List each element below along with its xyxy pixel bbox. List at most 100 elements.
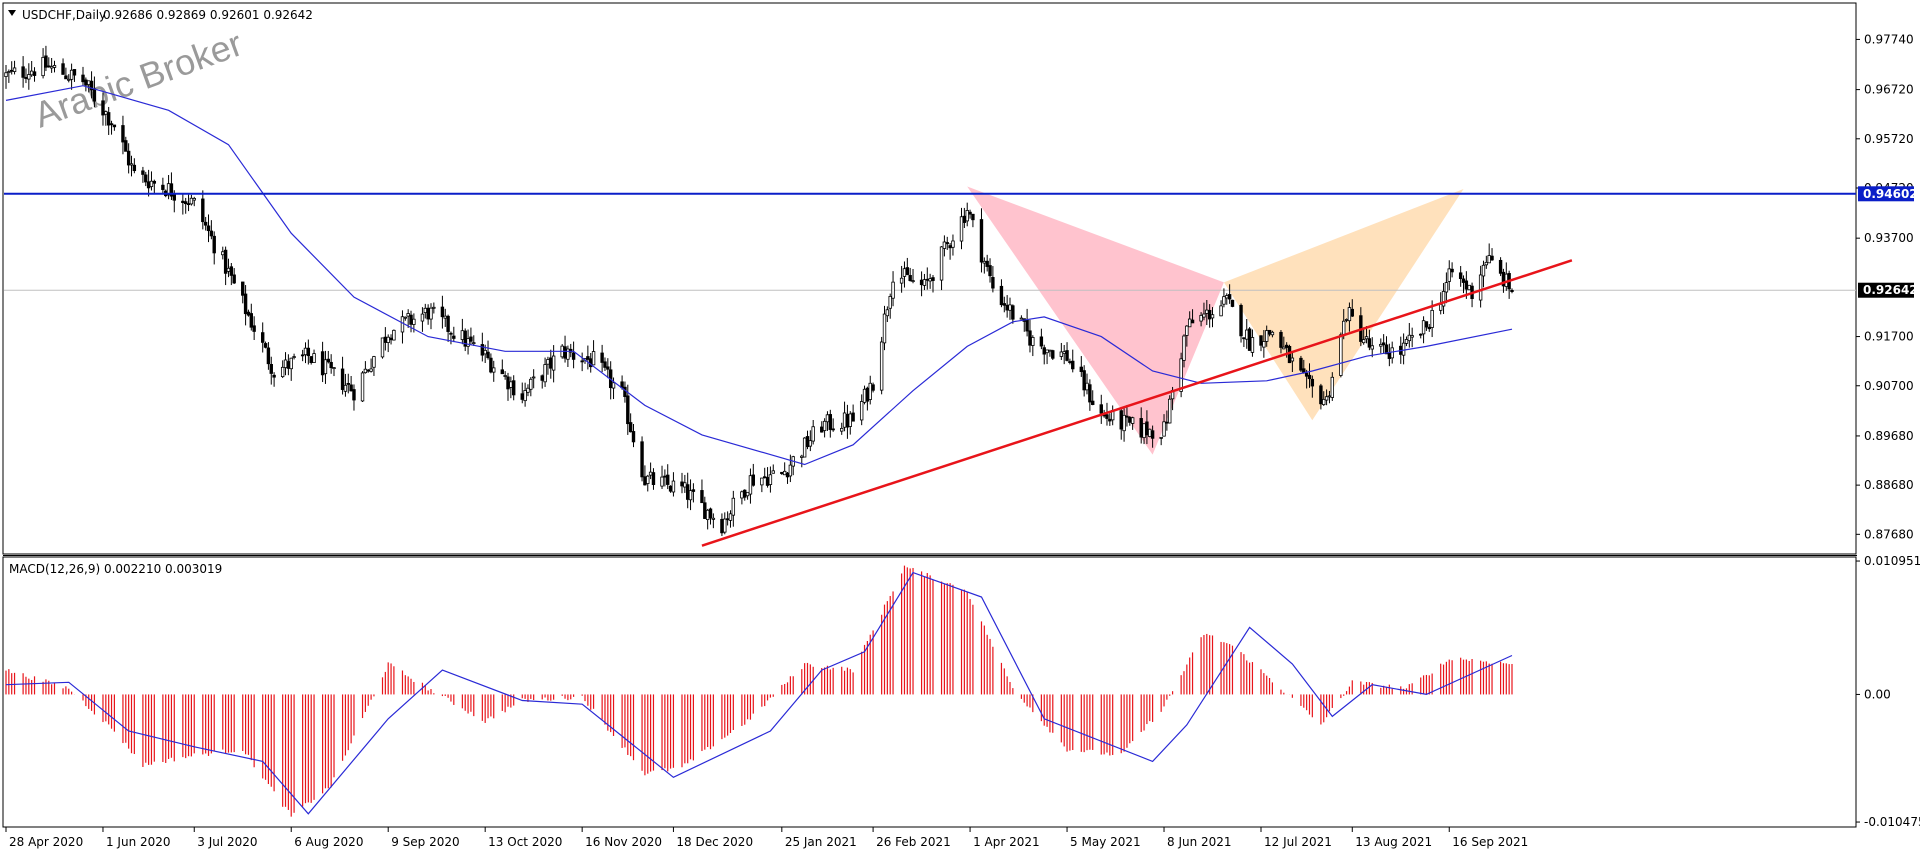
chevron-down-icon[interactable] [8,10,16,16]
candle [232,268,236,285]
candle [891,271,895,307]
candle-body [831,428,835,431]
candle [1404,336,1409,347]
candle-body [648,471,653,476]
candle [1481,260,1486,288]
candle-body [586,356,590,360]
candle [1401,333,1406,365]
candle-body [269,364,273,374]
candle-body [460,330,465,340]
candle [472,335,476,347]
support-trendline[interactable] [701,259,1573,547]
current-price-badge [1858,282,1914,298]
candle-body [879,341,884,391]
time-axis: 28 Apr 2020 1 Jun 2020 3 Jul 2020 6 Aug 202… [5,827,1528,849]
candle [1262,330,1266,358]
candle [802,437,807,458]
candle-body [771,470,775,474]
price-tick-label: 0.93700 [1864,231,1914,245]
candle-body [1182,335,1186,361]
candle-body [206,225,211,232]
candle-body [1267,329,1272,335]
candle-body [326,358,331,363]
candle-body [320,351,325,376]
candle [1510,288,1514,294]
candle-body [452,335,456,339]
price-tick-label: 0.89680 [1864,429,1914,443]
candle-body [67,78,71,81]
macd-signal [5,571,1513,815]
candle-body [908,275,912,281]
candle [965,202,969,227]
candle-body [389,337,393,341]
candle-body [403,316,408,319]
candle-body [1444,282,1449,293]
candle-body [1128,416,1132,423]
candle-body [859,401,864,421]
macd-header: MACD(12,26,9) 0.002210 0.003019 [9,562,222,576]
time-tick-label: 1 Apr 2021 [973,835,1040,849]
candle [449,331,453,345]
candle-body [899,277,904,284]
candle [651,468,656,490]
candle-body [1447,268,1451,282]
candle-body [292,356,296,358]
candle [1458,266,1463,287]
candle [1145,410,1149,445]
time-tick-label: 28 Apr 2020 [9,835,83,849]
candle [261,322,265,353]
candle-body [651,472,656,485]
candle-body [146,181,151,189]
harmonic-patterns [967,186,1464,455]
candle [1259,335,1263,352]
candle [312,349,316,363]
candle-body [1031,337,1035,346]
candle-body [1225,295,1229,299]
candle [192,196,196,207]
candle-body [49,66,54,69]
candle [489,353,493,374]
candle [206,214,211,243]
candle-body [81,74,85,83]
candle [1447,260,1451,291]
candle-body [92,88,97,102]
candle-body [141,170,145,175]
candle-body [871,384,875,391]
candle-body [181,200,185,203]
candle [1071,349,1075,373]
candle [72,69,77,82]
candle [372,355,376,376]
candle-body [1282,346,1286,350]
candle-body [126,150,131,166]
candle-body [1068,361,1072,363]
candle [580,352,584,372]
candle [1130,416,1135,430]
candle-body [1099,404,1103,414]
candle [1059,342,1064,360]
candle [169,172,174,201]
candle-body [623,386,627,397]
candle [671,472,676,497]
candle-body [822,420,827,431]
candle-body [1424,321,1429,328]
candle [380,337,385,359]
candle-body [503,375,507,377]
candle [1350,299,1354,318]
candle [1202,302,1206,321]
candle-body [1179,358,1183,392]
candle-body [500,369,504,375]
candle [492,360,496,382]
time-tick-label: 9 Sep 2020 [391,835,459,849]
candle [1182,334,1186,368]
candle-body [1039,336,1044,347]
price-tick-label: 0.96720 [1864,83,1914,97]
candle [1498,257,1503,277]
candle-body [246,311,251,316]
candle-body [1088,384,1092,403]
time-tick-label: 13 Aug 2021 [1355,835,1432,849]
candle [183,197,188,214]
candle [1381,334,1386,355]
time-tick-label: 26 Feb 2021 [876,835,951,849]
candle-body [643,476,647,486]
candle [868,375,872,405]
